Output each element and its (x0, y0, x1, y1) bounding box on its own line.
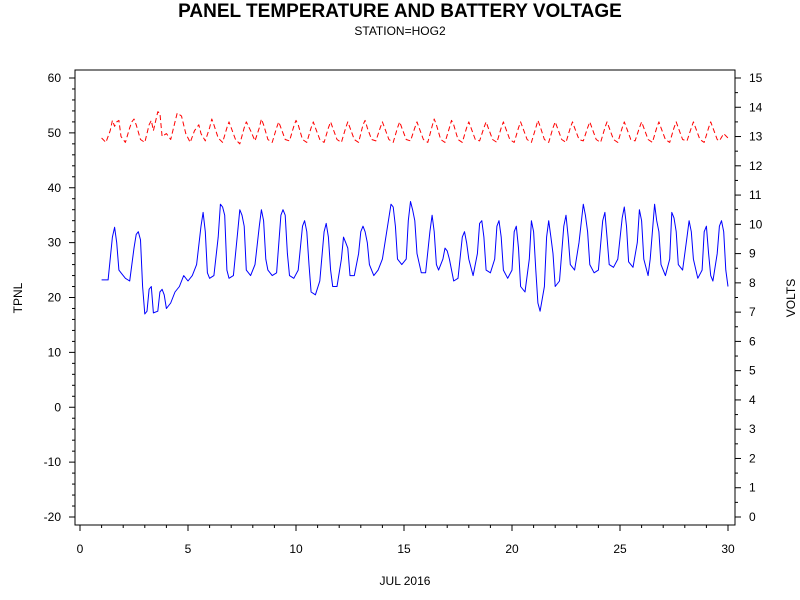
x-tick-label: 10 (289, 542, 303, 556)
y-right-tick-label: 9 (749, 247, 756, 261)
series-line-tpnl (101, 201, 729, 315)
y-left-tick-label: 30 (48, 236, 62, 250)
series-layer (101, 111, 729, 315)
y-axis-right-title: VOLTS (784, 279, 798, 317)
y-right-tick-label: 3 (749, 422, 756, 436)
y-right-tick-label: 4 (749, 393, 756, 407)
x-tick-label: 0 (77, 542, 84, 556)
y-right-tick-label: 11 (749, 188, 762, 202)
x-tick-label: 15 (397, 542, 411, 556)
y-left-tick-label: 60 (48, 71, 62, 85)
y-axis-left-title: TPNL (11, 282, 25, 313)
y-right-tick-label: 15 (749, 71, 763, 85)
y-right-tick-label: 7 (749, 305, 756, 319)
y-right-tick-label: 2 (749, 451, 756, 465)
x-tick-label: 30 (721, 542, 735, 556)
y-right-tick-label: 13 (749, 130, 763, 144)
y-left-tick-label: 10 (48, 345, 62, 359)
y-axis-left: -20 -10 0 10 20 30 40 50 60 (44, 71, 75, 524)
y-left-tick-label: 20 (48, 291, 62, 305)
y-right-tick-label: 5 (749, 364, 756, 378)
x-tick-label: 20 (505, 542, 519, 556)
y-right-tick-label: 0 (749, 510, 756, 524)
y-right-tick-label: 12 (749, 159, 763, 173)
x-tick-label: 5 (185, 542, 192, 556)
x-axis: 0 5 10 15 20 25 30 (77, 525, 735, 556)
series-line-volts (101, 111, 729, 145)
chart-title: PANEL TEMPERATURE AND BATTERY VOLTAGE (178, 1, 622, 22)
y-left-tick-label: 40 (48, 181, 62, 195)
y-right-tick-label: 6 (749, 334, 756, 348)
y-left-tick-label: -20 (44, 510, 62, 524)
chart-subtitle: STATION=HOG2 (354, 24, 446, 38)
x-axis-title: JUL 2016 (380, 574, 431, 588)
y-left-tick-label: 50 (48, 126, 62, 140)
y-left-tick-label: -10 (44, 455, 62, 469)
y-left-tick-label: 0 (54, 400, 61, 414)
y-right-tick-label: 10 (749, 217, 763, 231)
y-right-tick-label: 8 (749, 276, 756, 290)
y-right-tick-label: 1 (749, 481, 756, 495)
y-right-tick-label: 14 (749, 100, 763, 114)
x-tick-label: 25 (613, 542, 627, 556)
